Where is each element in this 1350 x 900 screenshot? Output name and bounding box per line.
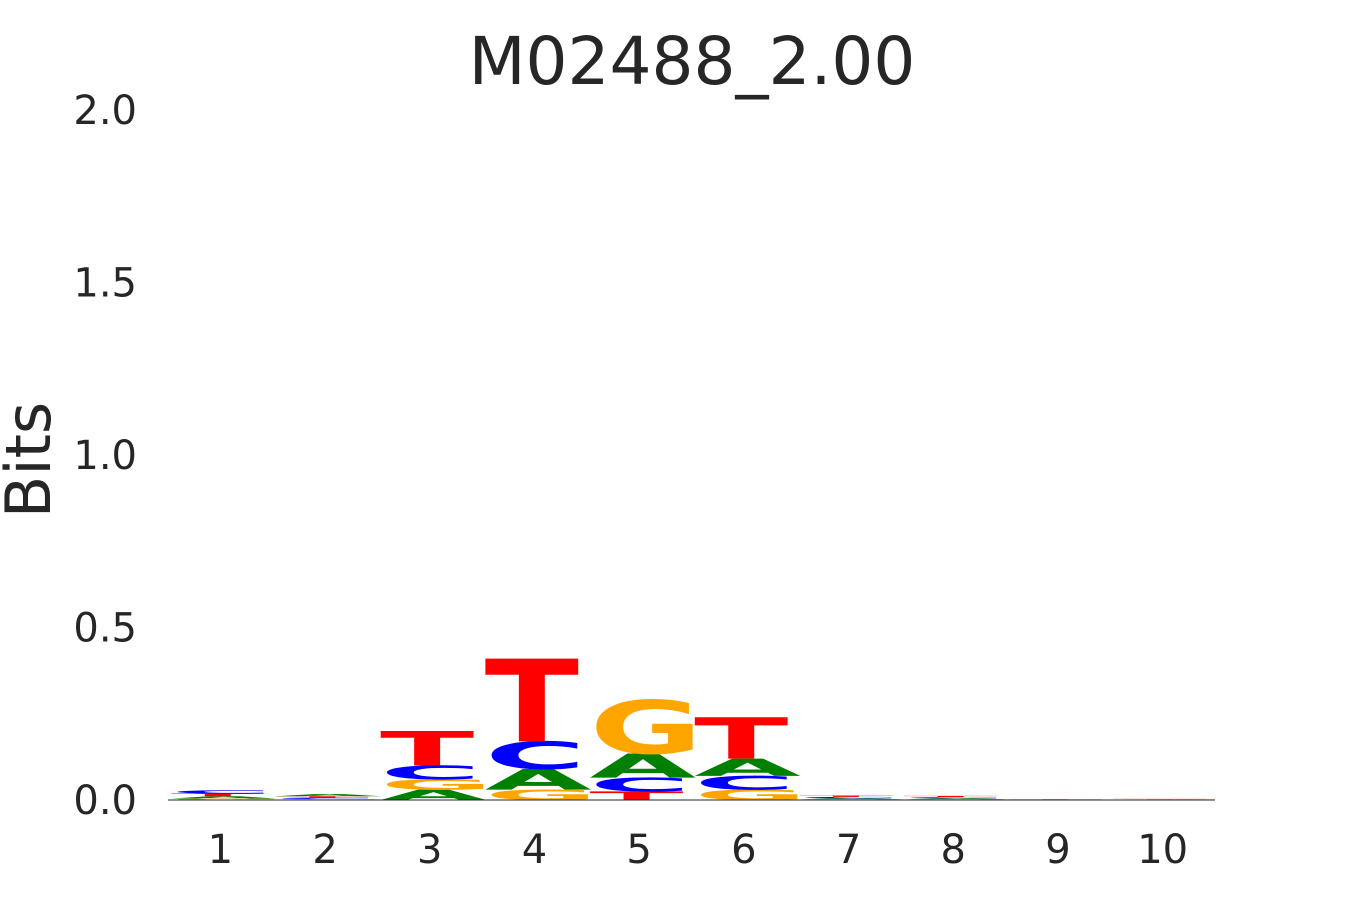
letter-T: T [904,795,999,797]
letter-G: G [589,686,702,771]
letter-C: C [485,734,586,778]
letter-C: C [694,772,795,794]
x-tick-label: 9 [1045,827,1070,873]
y-tick-label: 0.5 [73,606,137,652]
letter-G: G [380,777,493,793]
letter-T: T [799,795,894,797]
letter-A: A [589,747,696,786]
letter-C: C [380,762,481,784]
logo-stacks: GATCGCTAAGCTGACTTCAGGCATGACTGACTACGTACGT [171,636,1227,803]
position-stack: GCTA [275,794,388,801]
x-tick-label: 1 [208,827,233,873]
y-tick-label: 2.0 [73,88,137,134]
letter-C: C [904,797,1005,799]
letter-C: C [799,797,900,799]
letter-A: A [694,754,801,781]
x-axis-ticks: 1 2 3 4 5 6 7 8 9 10 [208,827,1188,873]
letter-C: C [275,797,376,799]
letter-G: G [694,787,807,803]
letter-G: G [485,787,598,803]
chart-title: M02488_2.00 [469,23,916,100]
x-tick-label: 5 [626,827,651,873]
letter-T: T [275,796,370,798]
letter-T: T [171,793,266,797]
letter-A: A [485,763,592,796]
letter-A: A [171,796,278,800]
x-tick-label: 6 [731,827,756,873]
y-axis-label: Bits [0,402,65,518]
x-tick-label: 4 [522,827,547,873]
x-tick-label: 7 [836,827,861,873]
letter-T: T [694,706,788,772]
letter-A: A [799,798,906,800]
letter-G: G [171,798,284,800]
y-tick-label: 0.0 [73,778,137,824]
x-tick-label: 10 [1137,827,1188,873]
y-tick-label: 1.0 [73,433,137,479]
letter-T: T [589,789,683,803]
letter-A: A [275,794,382,797]
x-tick-label: 2 [312,827,337,873]
letter-C: C [171,790,272,795]
y-tick-label: 1.5 [73,261,137,307]
letter-T: T [380,722,474,777]
y-axis-ticks: 0.0 0.5 1.0 1.5 2.0 [73,88,137,824]
letter-T: T [485,636,579,768]
letter-A: A [380,787,487,803]
x-tick-label: 3 [417,827,442,873]
letter-A: A [904,798,1011,800]
letter-C: C [589,774,690,796]
x-tick-label: 8 [941,827,966,873]
